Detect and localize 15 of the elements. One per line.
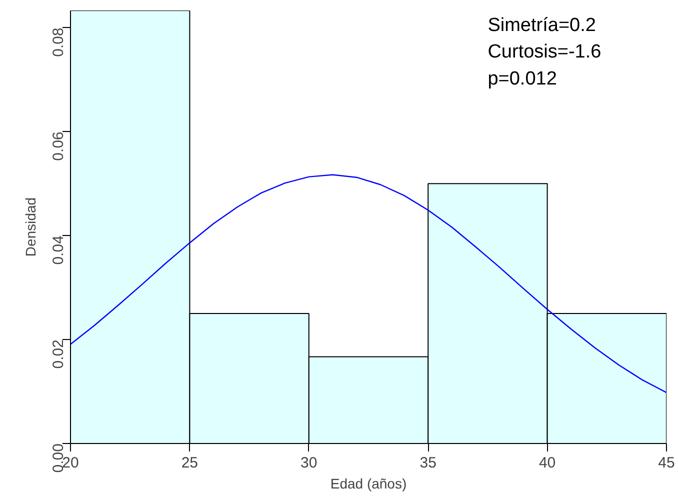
y-tick-label: 0.08 xyxy=(50,28,67,57)
x-axis-title: Edad (años) xyxy=(330,476,407,492)
x-tick-label: 20 xyxy=(62,454,79,472)
x-tick-label: 35 xyxy=(420,454,436,472)
x-tick-label: 45 xyxy=(658,454,675,472)
y-axis-title: Densidad xyxy=(22,197,38,257)
y-tick-label: 0.02 xyxy=(50,340,67,369)
y-tick-label: 0.04 xyxy=(50,236,67,265)
y-tick-label: 0.06 xyxy=(50,132,67,161)
annotation: Curtosis=-1.6 xyxy=(488,42,602,63)
annotation: Simetría=0.2 xyxy=(488,14,596,36)
annotation: p=0.012 xyxy=(488,68,557,90)
x-tick-label: 25 xyxy=(181,454,198,472)
x-tick-label: 30 xyxy=(300,454,318,472)
x-tick-label: 40 xyxy=(538,454,556,472)
